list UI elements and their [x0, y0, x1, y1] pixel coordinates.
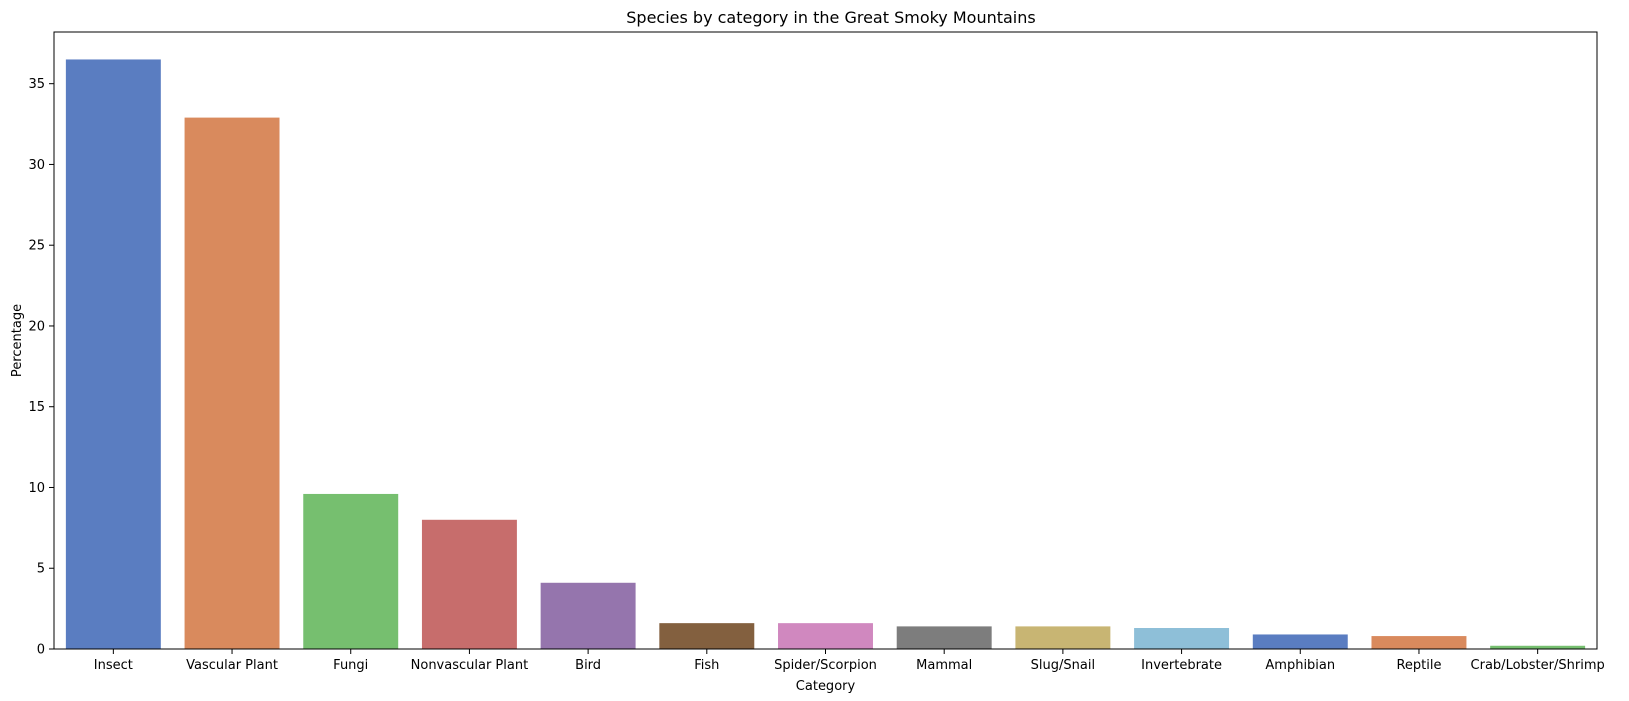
- x-tick-label: Invertebrate: [1141, 658, 1222, 673]
- y-tick-label: 15: [28, 400, 45, 415]
- x-tick-label: Mammal: [916, 658, 972, 673]
- x-tick-label: Slug/Snail: [1031, 658, 1095, 673]
- y-axis-title: Percentage: [10, 304, 25, 377]
- x-tick-label: Insect: [94, 658, 133, 673]
- bar-slug-snail: [1015, 626, 1111, 649]
- plot-frame: [53, 31, 1598, 650]
- bar-fungi: [303, 493, 399, 649]
- x-tick-label: Nonvascular Plant: [411, 658, 529, 673]
- x-tick-label: Vascular Plant: [186, 658, 278, 673]
- x-axis-title: Category: [796, 679, 856, 694]
- x-tick-label: Spider/Scorpion: [774, 658, 877, 673]
- y-tick-label: 30: [28, 158, 45, 173]
- x-axis-ticks: Insect Vascular Plant Fungi Nonvascular Pla…: [94, 649, 1605, 673]
- x-tick-label: Fungi: [333, 658, 368, 673]
- bar-nonvascular-plant: [421, 519, 517, 649]
- y-tick-label: 25: [28, 239, 45, 254]
- bar-spider-scorpion: [778, 623, 873, 649]
- x-tick-label: Amphibian: [1265, 658, 1335, 673]
- y-tick-label: 5: [37, 562, 45, 577]
- y-tick-label: 20: [28, 319, 45, 334]
- bar-vascular-plant: [184, 117, 280, 649]
- x-tick-label: Crab/Lobster/Shrimp: [1471, 658, 1605, 673]
- bar-insect: [65, 59, 161, 649]
- bar-fish: [659, 623, 755, 649]
- bar-mammal: [896, 626, 992, 649]
- bars-group: [65, 59, 1586, 649]
- y-tick-label: 35: [28, 77, 45, 92]
- bar-reptile: [1371, 636, 1467, 649]
- bar-bird: [540, 582, 636, 649]
- x-tick-label: Reptile: [1396, 658, 1441, 673]
- bar-amphibian: [1252, 634, 1348, 649]
- x-tick-label: Fish: [694, 658, 719, 673]
- chart-title: Species by category in the Great Smoky M…: [626, 8, 1035, 27]
- x-tick-label: Bird: [575, 658, 601, 673]
- y-tick-label: 0: [37, 643, 45, 658]
- y-tick-label: 10: [28, 481, 45, 496]
- bar-crab-lobster-shrimp: [1490, 645, 1586, 649]
- bar-invertebrate: [1134, 628, 1230, 649]
- y-axis-ticks: 0 5 10 15 20 25 30 35: [28, 77, 54, 658]
